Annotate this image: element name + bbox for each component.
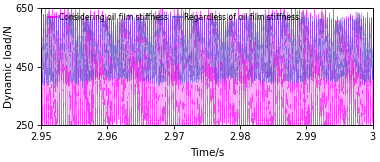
Legend: Considering oil film stiffness, Regardless of oil film stiffness: Considering oil film stiffness, Regardle… [45,10,303,25]
X-axis label: Time/s: Time/s [190,148,224,158]
Y-axis label: Dynamic load/N: Dynamic load/N [4,25,14,108]
